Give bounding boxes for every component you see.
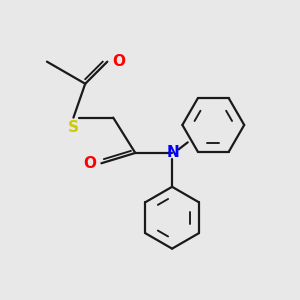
Text: O: O [83,156,96,171]
Text: S: S [68,120,79,135]
Text: N: N [166,145,179,160]
Text: O: O [112,54,126,69]
